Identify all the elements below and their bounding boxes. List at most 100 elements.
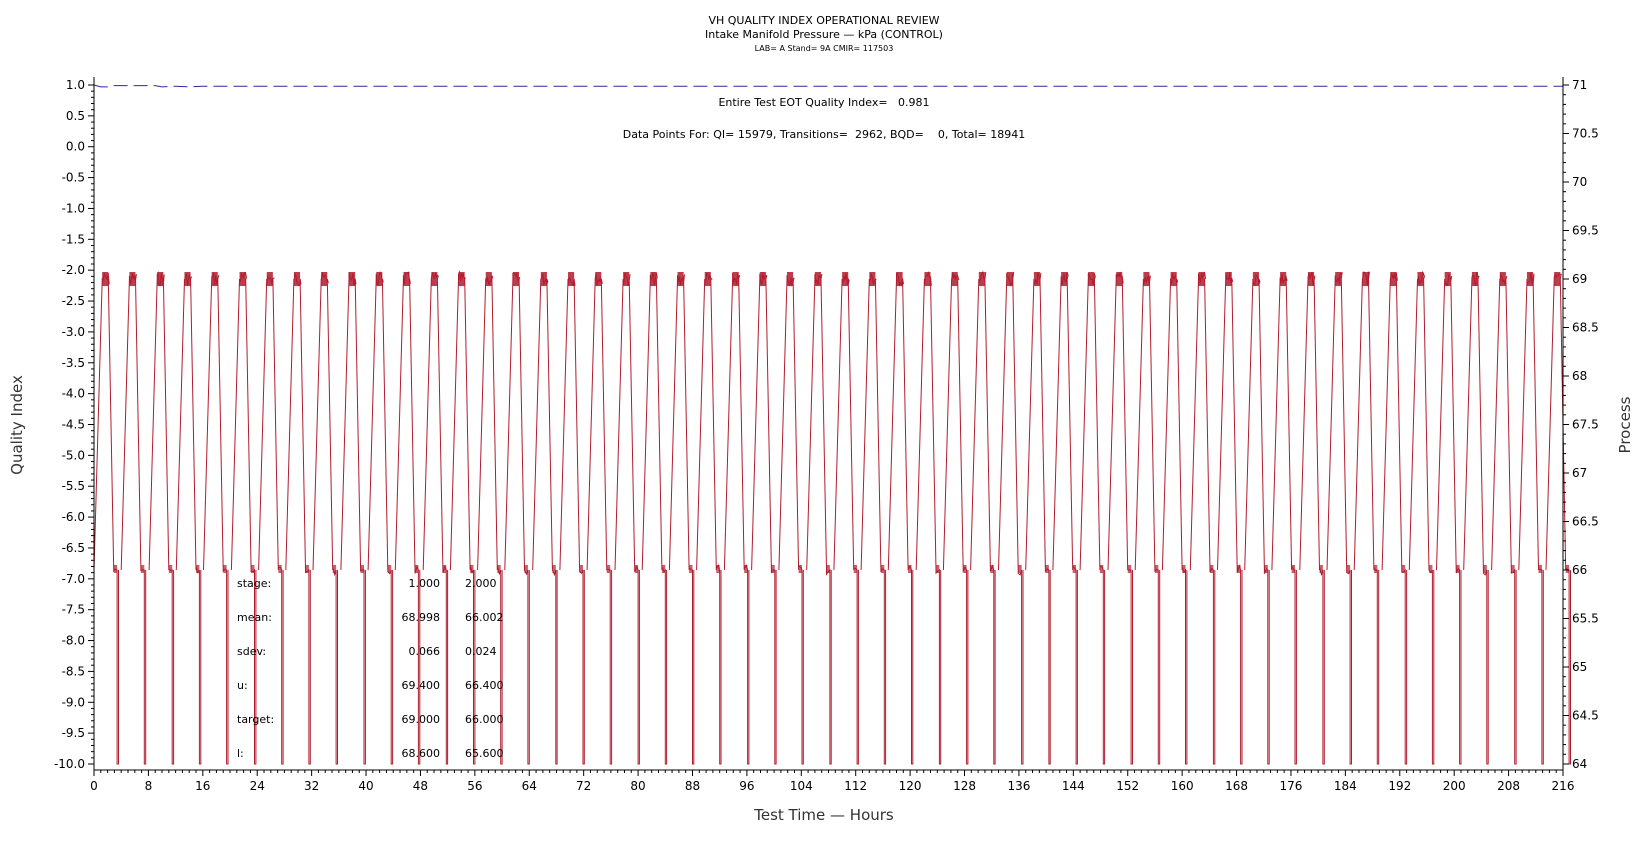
process-cycle-line xyxy=(833,273,859,765)
process-stage2-band xyxy=(853,565,858,573)
process-cycle-line xyxy=(915,270,942,765)
process-cycle xyxy=(230,271,257,765)
process-stage2-band xyxy=(963,565,967,573)
process-cycle xyxy=(1161,272,1188,765)
process-cycle-line xyxy=(532,273,558,765)
process-cycle-line xyxy=(1161,273,1188,765)
x-tick-label: 160 xyxy=(1171,779,1194,793)
y2-tick-label: 64 xyxy=(1572,757,1587,771)
process-cycle xyxy=(1491,272,1517,765)
process-stage1-band xyxy=(458,272,465,286)
process-stage2-band xyxy=(1538,565,1542,573)
y2-tick-label: 67.5 xyxy=(1572,418,1599,432)
x-tick-label: 24 xyxy=(250,779,265,793)
process-cycle-line xyxy=(860,273,887,765)
process-cycle xyxy=(148,271,175,765)
process-cycle xyxy=(203,272,229,765)
process-cycle xyxy=(175,272,202,765)
y-tick-label: 0.5 xyxy=(66,109,85,123)
process-stage2-band xyxy=(1565,565,1570,573)
y-tick-label: -5.5 xyxy=(62,479,85,493)
y-tick-label: 0.0 xyxy=(66,140,85,154)
x-tick-label: 128 xyxy=(953,779,976,793)
process-cycle-line xyxy=(1025,272,1051,765)
process-cycle xyxy=(394,271,421,765)
process-cycle xyxy=(778,272,804,765)
process-cycle-line xyxy=(1381,272,1408,765)
process-stage1-band xyxy=(540,272,547,286)
process-cycle xyxy=(1326,271,1352,765)
process-stage2-band xyxy=(1099,565,1104,573)
process-stage1-band xyxy=(568,272,575,286)
x-tick-label: 48 xyxy=(413,779,428,793)
process-stage2-band xyxy=(634,565,639,573)
chart-info: LAB= A Stand= 9A CMIR= 117503 xyxy=(755,44,894,53)
x-tick-label: 136 xyxy=(1007,779,1030,793)
x-tick-label: 200 xyxy=(1443,779,1466,793)
process-cycle-line xyxy=(504,272,530,765)
process-stage2-band xyxy=(1429,565,1433,573)
process-cycle-line xyxy=(970,270,996,765)
y-tick-label: -1.0 xyxy=(62,201,85,215)
y-tick-label: -8.0 xyxy=(62,634,85,648)
process-cycle xyxy=(1244,272,1270,765)
process-cycle xyxy=(1052,272,1078,765)
process-cycle-line xyxy=(285,272,311,765)
y2-tick-label: 68 xyxy=(1572,369,1587,383)
y-tick-label: -6.5 xyxy=(62,541,85,555)
process-stage2-band xyxy=(497,565,501,573)
x-tick-label: 208 xyxy=(1497,779,1520,793)
process-stage1-band xyxy=(349,272,356,286)
y-tick-label: 1.0 xyxy=(66,78,85,92)
process-stage2-band xyxy=(168,565,173,573)
process-cycle-line xyxy=(1134,275,1161,765)
process-stage1-band xyxy=(211,272,218,286)
stats-stage1-value: 69.400 xyxy=(402,679,441,692)
process-stage2-band xyxy=(113,565,118,573)
process-stage1-band xyxy=(1499,272,1506,286)
process-stage2-band xyxy=(1154,565,1159,573)
x-tick-label: 16 xyxy=(195,779,210,793)
process-stage1-band xyxy=(1006,272,1013,286)
process-cycle xyxy=(751,272,777,765)
process-stage1-band xyxy=(266,272,273,286)
y-tick-label: -4.5 xyxy=(62,418,85,432)
process-stage1-band xyxy=(1471,272,1478,286)
process-cycle-line xyxy=(806,273,832,765)
process-cycle xyxy=(1025,272,1051,765)
process-stage2-band xyxy=(305,565,309,573)
process-cycle xyxy=(806,272,832,765)
y-tick-label: -3.5 xyxy=(62,356,85,370)
process-cycle xyxy=(586,272,613,765)
x-tick-label: 64 xyxy=(522,779,537,793)
process-cycle xyxy=(1408,270,1435,765)
qi-line xyxy=(93,84,1563,88)
process-cycle-line xyxy=(942,272,969,765)
process-stage2-band xyxy=(771,565,775,573)
process-cycle-line xyxy=(312,272,338,765)
process-stage1-band xyxy=(1444,272,1451,286)
process-stage2-band xyxy=(524,565,528,573)
process-stage1-band xyxy=(924,272,931,286)
process-cycle xyxy=(312,272,338,765)
process-cycle xyxy=(559,272,585,765)
y2-tick-label: 68.5 xyxy=(1572,321,1599,335)
y-tick-label: -10.0 xyxy=(54,757,85,771)
x-tick-label: 72 xyxy=(576,779,591,793)
process-stage1-band xyxy=(431,272,438,286)
process-stage2-band xyxy=(1237,565,1241,573)
y-tick-label: -6.0 xyxy=(62,510,85,524)
process-stage2-band xyxy=(1511,565,1515,573)
y-axis-title: Quality Index xyxy=(8,375,26,475)
process-stage2-band xyxy=(1018,565,1022,573)
process-cycle xyxy=(1107,271,1133,765)
process-cycle-line xyxy=(340,272,366,765)
process-cycle-line xyxy=(1491,273,1517,765)
process-stage1-band xyxy=(1417,272,1424,286)
process-cycle-line xyxy=(1052,272,1078,765)
process-cycle-line xyxy=(1271,274,1297,765)
process-stage2-band xyxy=(442,565,447,573)
process-cycle xyxy=(93,272,119,765)
process-cycle xyxy=(477,272,503,765)
